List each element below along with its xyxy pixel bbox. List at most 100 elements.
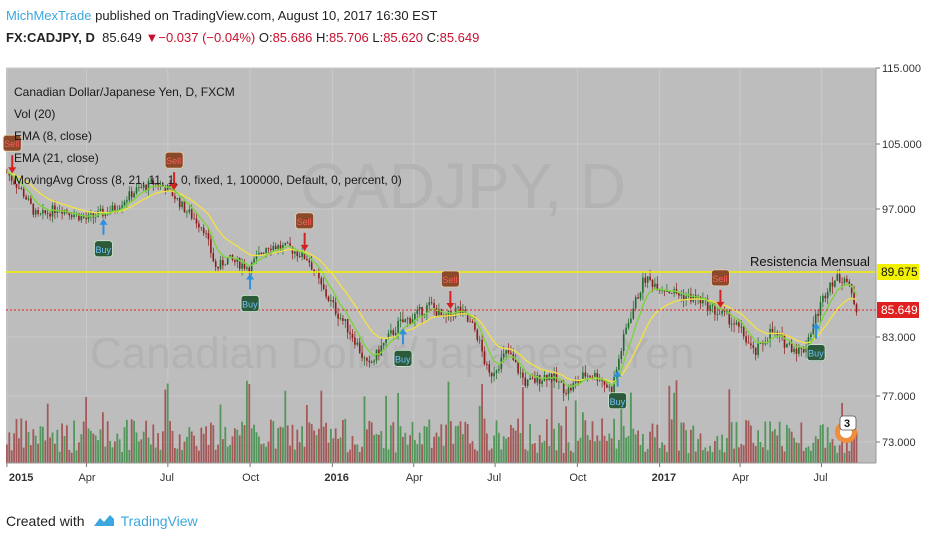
candle-body (301, 251, 303, 258)
volume-bar (454, 425, 457, 463)
candle-body (582, 372, 584, 380)
volume-bar (757, 430, 759, 463)
candle-body (85, 217, 87, 220)
volume-bar (365, 429, 368, 463)
candle-body (356, 342, 359, 345)
volume-bar (473, 449, 476, 463)
volume-bar (80, 434, 83, 463)
volume-bar (725, 438, 728, 463)
candle-body (37, 210, 39, 214)
sell-badge (2, 134, 22, 152)
volume-bar (838, 445, 841, 463)
volume-bar (452, 443, 455, 463)
volume-bar (164, 389, 167, 463)
arrow-up-icon (613, 370, 622, 377)
volume-bar (121, 451, 123, 463)
candle-body (375, 349, 378, 361)
plot-area[interactable] (6, 68, 876, 463)
candle-body (126, 200, 128, 202)
volume-bar (99, 429, 102, 463)
volume-bar (147, 437, 150, 463)
volume-bar (267, 441, 270, 463)
candle-body (572, 383, 575, 391)
candle-body (670, 293, 673, 294)
volume-bar (485, 433, 488, 463)
candle-body (613, 377, 615, 394)
volume-bar (464, 421, 467, 463)
candle-body (181, 201, 183, 208)
volume-bar (461, 434, 464, 463)
legend-vol[interactable]: Vol (20) (14, 107, 55, 121)
candle-body (757, 343, 759, 356)
volume-bar (202, 433, 205, 463)
volume-bar (130, 419, 133, 463)
candle-body (253, 258, 255, 263)
candle-body (320, 278, 323, 285)
volume-bar (305, 405, 308, 463)
volume-bar (65, 425, 68, 463)
candle-body (752, 345, 755, 348)
volume-bar (548, 445, 551, 463)
legend-ema-21[interactable]: EMA (21, close) (14, 151, 99, 165)
arrow-up-icon (99, 218, 108, 225)
alert-badge[interactable]: 3 (835, 415, 857, 443)
time-axis[interactable]: 2015 Apr Jul Oct 2016 Apr Jul Oct 2017 Apr Jul (6, 462, 876, 484)
volume-bar (349, 449, 351, 463)
volume-bar (361, 446, 363, 463)
volume-bar (409, 435, 411, 463)
price-tick-label: 97.000 (882, 204, 916, 216)
candle-body (152, 180, 155, 185)
volume-bar (344, 418, 347, 463)
candle-body (82, 216, 85, 218)
volume-bar (646, 448, 649, 463)
candle-body (130, 191, 133, 198)
volume-bar (675, 380, 678, 463)
price-tick-label: 83.000 (882, 332, 916, 344)
volume-bar (169, 421, 171, 463)
volume-bar (46, 403, 49, 463)
volume-bar (68, 449, 71, 463)
candle-body (337, 313, 339, 319)
volume-bar (483, 418, 486, 463)
volume-bar (75, 450, 78, 463)
volume-bar (740, 443, 743, 463)
volume-bar (149, 444, 152, 463)
volume-bar (521, 387, 524, 463)
candle-body (531, 378, 534, 379)
buy-label: Buy (610, 397, 626, 407)
volume-bar (5, 444, 8, 463)
watermark-symbol: CADJPY, D (300, 150, 626, 222)
time-tick-label: 2017 (652, 472, 676, 484)
price-chart[interactable]: CADJPY, D Canadian Dollar/Japanese Yen R… (0, 60, 932, 504)
candle-body (87, 214, 90, 220)
candle-body (195, 218, 198, 224)
price-axis[interactable]: 73.000 77.000 83.000 97.000 105.000 115.000 (875, 63, 932, 463)
author-link[interactable]: MichMexTrade (6, 8, 92, 23)
volume-bar (435, 432, 438, 463)
candle-body (54, 205, 56, 214)
volume-bar (440, 424, 443, 463)
legend-title[interactable]: Canadian Dollar/Japanese Yen, D, FXCM (14, 85, 235, 99)
legend-ma-cross[interactable]: MovingAvg Cross (8, 21, 11, 1, 0, fixed,… (14, 173, 402, 187)
volume-bar (377, 434, 380, 463)
candle-body (370, 362, 373, 363)
sell-label: Sell (297, 217, 312, 227)
tradingview-logo-icon (93, 515, 114, 526)
volume-bars (5, 380, 858, 463)
volume-bar (85, 396, 87, 463)
legend-ema-8[interactable]: EMA (8, close) (14, 129, 92, 143)
volume-bar (457, 425, 459, 463)
resistance-label: Resistencia Mensual (750, 254, 870, 269)
candle-body (406, 318, 409, 320)
volume-bar (447, 381, 450, 463)
volume-bar (553, 428, 555, 463)
candle-body (603, 380, 606, 385)
candle-body (308, 260, 311, 263)
volume-bar (641, 434, 644, 463)
volume-bar (32, 429, 35, 463)
volume-bar (243, 425, 246, 463)
candle-body (718, 313, 721, 315)
candle-body (342, 318, 344, 321)
volume-bar (363, 396, 366, 463)
tradingview-link[interactable]: TradingView (93, 513, 198, 529)
